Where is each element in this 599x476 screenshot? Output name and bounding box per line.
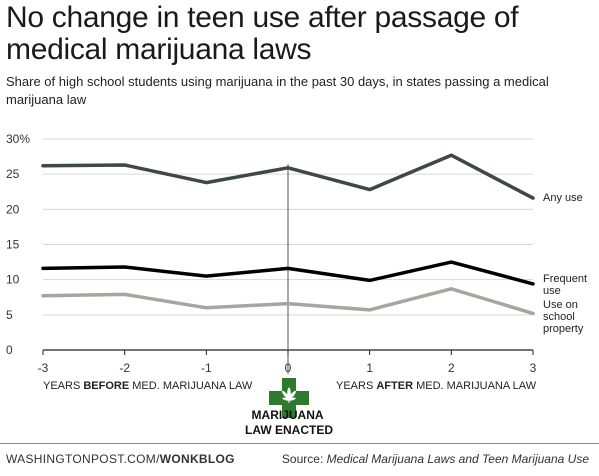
y-axis-ticks: 0 5 10 15 20 25 30%: [6, 132, 30, 357]
chart-subtitle: Share of high school students using mari…: [6, 74, 549, 107]
years-before-bold: BEFORE: [83, 380, 129, 392]
series-lines: [41, 153, 535, 316]
series-label-frequent-line-2: use: [543, 285, 561, 297]
y-tick-label: 25: [6, 167, 20, 181]
years-before-post: MED. MARIJUANA LAW: [129, 380, 253, 392]
years-after-label: YEARS AFTER MED. MARIJUANA LAW: [336, 380, 537, 392]
line-chart: 0 5 10 15 20 25 30% -3 -2 -1 0 1 2 3 Any use Frequen…: [6, 132, 590, 437]
series-line-use-on-school-property: [41, 287, 535, 316]
y-tick-label: 15: [6, 238, 20, 252]
footer-credit: WASHINGTONPOST.COM/WONKBLOG: [6, 452, 235, 466]
law-enacted-line-2: LAW ENACTED: [245, 423, 333, 437]
footer-source-prefix: Source:: [281, 452, 327, 466]
law-enacted-line-1: MARIJUANA: [252, 408, 324, 422]
series-line-frequent-use: [41, 260, 535, 286]
series-line-any-use: [41, 153, 535, 200]
x-tick-label: -3: [38, 361, 49, 375]
x-tick-label: 1: [366, 361, 373, 375]
footer-divider: [0, 443, 599, 444]
x-tick-label: 3: [530, 361, 537, 375]
x-tick-label: -2: [119, 361, 130, 375]
law-enacted-label: MARIJUANA LAW ENACTED: [245, 408, 333, 437]
gridlines: [43, 138, 533, 374]
series-label-school-line-2: school: [543, 311, 575, 323]
years-after-pre: YEARS: [336, 380, 376, 392]
series-label-any-use-line: Any use: [543, 192, 583, 204]
x-tick-label: -1: [201, 361, 212, 375]
y-tick-label: 10: [6, 273, 20, 287]
chart-title: No change in teen use after passage of m…: [6, 1, 519, 66]
y-tick-label: 5: [6, 308, 13, 322]
years-before-label: YEARS BEFORE MED. MARIJUANA LAW: [43, 380, 253, 392]
y-tick-label: 0: [6, 343, 13, 357]
x-tick-label: 0: [285, 361, 292, 375]
years-after-post: MED. MARIJUANA LAW: [413, 380, 537, 392]
series-label-school-line-1: Use on: [543, 299, 578, 311]
footer-site: WASHINGTONPOST.COM/: [6, 452, 160, 466]
footer-source-title: Medical Marijuana Laws and Teen Marijuan…: [326, 452, 589, 466]
series-label-school-line-3: property: [543, 323, 584, 335]
footer-source: Source: Medical Marijuana Laws and Teen …: [282, 452, 589, 466]
x-tick-label: 2: [448, 361, 455, 375]
years-before-pre: YEARS: [43, 380, 83, 392]
years-after-bold: AFTER: [376, 380, 413, 392]
series-label-school-property: Use on school property: [543, 299, 584, 335]
series-label-frequent-use: Frequent use: [543, 273, 590, 297]
series-label-any-use: Any use: [543, 192, 583, 204]
y-tick-label: 30%: [6, 132, 30, 146]
x-axis-ticks: -3 -2 -1 0 1 2 3: [38, 350, 537, 375]
series-label-frequent-line-1: Frequent: [543, 273, 587, 285]
y-tick-label: 20: [6, 202, 20, 216]
footer-brand: WONKBLOG: [159, 452, 235, 466]
medical-cross-icon: [269, 378, 309, 418]
cannabis-leaf-icon: [282, 387, 296, 403]
